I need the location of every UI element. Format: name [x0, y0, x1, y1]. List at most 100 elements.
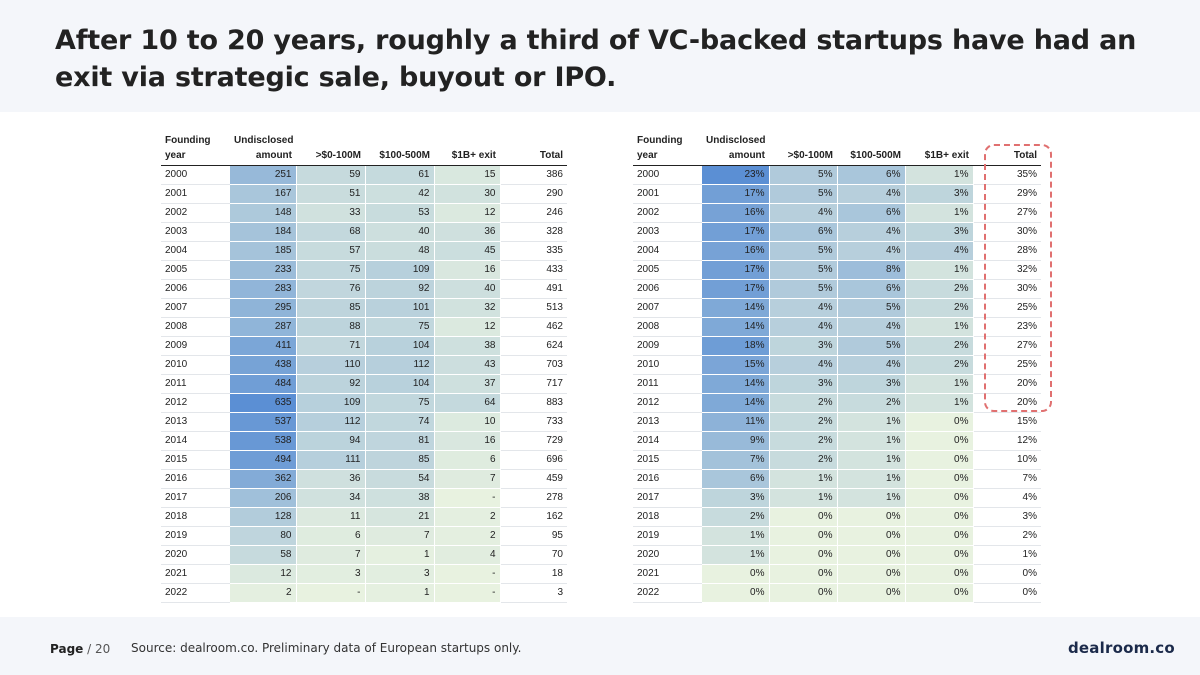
total-cell: 459: [500, 469, 567, 489]
total-cell: 10%: [973, 450, 1041, 470]
range-1b-exit-cell: 16: [434, 431, 501, 451]
header-band: After 10 to 20 years, roughly a third of…: [0, 0, 1200, 112]
year-cell: 2012: [161, 393, 230, 413]
range-100-500m-cell: 53: [365, 203, 435, 223]
year-cell: 2018: [161, 507, 230, 527]
table-row: 2018 2% 0% 0% 0% 3%: [633, 507, 1041, 527]
founding-year-header: Founding year: [161, 133, 230, 166]
range-0-100m-cell: 1%: [769, 469, 838, 489]
total-cell: 733: [500, 412, 567, 432]
undisclosed-cell: 494: [230, 450, 297, 470]
undisclosed-cell: 11%: [702, 412, 770, 432]
undisclosed-cell: 17%: [702, 184, 770, 204]
range-1b-exit-cell: -: [434, 583, 501, 603]
range-100-500m-cell: 104: [365, 336, 435, 356]
range-1b-exit-cell: 12: [434, 317, 501, 337]
range-100-500m-cell: 85: [365, 450, 435, 470]
range-0-100m-cell: 5%: [769, 260, 838, 280]
undisclosed-cell: 18%: [702, 336, 770, 356]
range-100-500m-cell: 54: [365, 469, 435, 489]
range-100-500m-header: $100-500M: [837, 133, 905, 166]
table-row: 2015 494 111 85 6 696: [161, 450, 567, 470]
range-1b-exit-cell: 0%: [905, 431, 974, 451]
range-1b-exit-cell: 10: [434, 412, 501, 432]
range-1b-exit-cell: 15: [434, 165, 501, 185]
table-row: 2013 537 112 74 10 733: [161, 412, 567, 432]
range-1b-exit-cell: 2%: [905, 355, 974, 375]
total-cell: 335: [500, 241, 567, 261]
range-0-100m-cell: 0%: [769, 545, 838, 565]
range-1b-exit-cell: 7: [434, 469, 501, 489]
range-0-100m-cell: 2%: [769, 431, 838, 451]
year-cell: 2022: [161, 583, 230, 603]
total-cell: 0%: [973, 583, 1041, 603]
year-cell: 2007: [161, 298, 230, 318]
undisclosed-cell: 233: [230, 260, 297, 280]
undisclosed-cell: 9%: [702, 431, 770, 451]
total-cell: 23%: [973, 317, 1041, 337]
table-row: 2006 17% 5% 6% 2% 30%: [633, 279, 1041, 299]
year-cell: 2019: [633, 526, 702, 546]
table-row: 2002 16% 4% 6% 1% 27%: [633, 203, 1041, 223]
range-100-500m-cell: 6%: [837, 165, 906, 185]
range-0-100m-cell: 6%: [769, 222, 838, 242]
total-cell: 25%: [973, 298, 1041, 318]
range-100-500m-cell: 48: [365, 241, 435, 261]
year-cell: 2015: [161, 450, 230, 470]
range-0-100m-cell: 51: [296, 184, 366, 204]
range-100-500m-cell: 1: [365, 583, 435, 603]
year-cell: 2011: [161, 374, 230, 394]
table-row: 2009 18% 3% 5% 2% 27%: [633, 336, 1041, 356]
range-0-100m-cell: 57: [296, 241, 366, 261]
table-row: 2022 2-1-3: [161, 583, 567, 603]
total-cell: 7%: [973, 469, 1041, 489]
undisclosed-header: Undisclosed amount: [702, 133, 769, 166]
range-100-500m-cell: 75: [365, 393, 435, 413]
total-cell: 462: [500, 317, 567, 337]
undisclosed-cell: 484: [230, 374, 297, 394]
table-row: 2020 58 7 1 4 70: [161, 545, 567, 565]
table-row: 2000 23% 5% 6% 1% 35%: [633, 165, 1041, 185]
table-row: 2003 184 68 40 36 328: [161, 222, 567, 242]
year-cell: 2012: [633, 393, 702, 413]
undisclosed-cell: 206: [230, 488, 297, 508]
year-cell: 2004: [161, 241, 230, 261]
range-1b-exit-cell: 16: [434, 260, 501, 280]
undisclosed-cell: 1%: [702, 545, 770, 565]
range-1b-exit-cell: 2%: [905, 279, 974, 299]
range-0-100m-cell: 0%: [769, 507, 838, 527]
table-row: 2014 9% 2% 1% 0% 12%: [633, 431, 1041, 451]
range-0-100m-cell: 5%: [769, 165, 838, 185]
table-header-row: Founding year Undisclosed amount >$0-100M …: [161, 133, 567, 166]
year-cell: 2005: [161, 260, 230, 280]
undisclosed-cell: 14%: [702, 298, 770, 318]
year-cell: 2000: [633, 165, 702, 185]
table-row: 2004 185 57 48 45 335: [161, 241, 567, 261]
table-row: 2004 16% 5% 4% 4% 28%: [633, 241, 1041, 261]
range-0-100m-cell: 2%: [769, 412, 838, 432]
range-0-100m-cell: 1%: [769, 488, 838, 508]
total-cell: 15%: [973, 412, 1041, 432]
page-title: After 10 to 20 years, roughly a third of…: [55, 25, 1137, 93]
range-100-500m-cell: 61: [365, 165, 435, 185]
undisclosed-cell: 80: [230, 526, 297, 546]
undisclosed-cell: 128: [230, 507, 297, 527]
total-cell: 4%: [973, 488, 1041, 508]
year-cell: 2003: [633, 222, 702, 242]
total-cell: 729: [500, 431, 567, 451]
undisclosed-cell: 283: [230, 279, 297, 299]
year-cell: 2015: [633, 450, 702, 470]
total-cell: 491: [500, 279, 567, 299]
range-100-500m-cell: 3: [365, 564, 435, 584]
range-100-500m-cell: 42: [365, 184, 435, 204]
range-1b-exit-cell: 4: [434, 545, 501, 565]
range-1b-exit-cell: 2%: [905, 336, 974, 356]
table-row: 2002 148 33 53 12 246: [161, 203, 567, 223]
table-row: 2007 295 85 101 32 513: [161, 298, 567, 318]
undisclosed-cell: 17%: [702, 260, 770, 280]
undisclosed-cell: 3%: [702, 488, 770, 508]
range-100-500m-cell: 0%: [837, 507, 906, 527]
range-1b-exit-cell: 36: [434, 222, 501, 242]
table-row: 2001 17% 5% 4% 3% 29%: [633, 184, 1041, 204]
undisclosed-cell: 148: [230, 203, 297, 223]
